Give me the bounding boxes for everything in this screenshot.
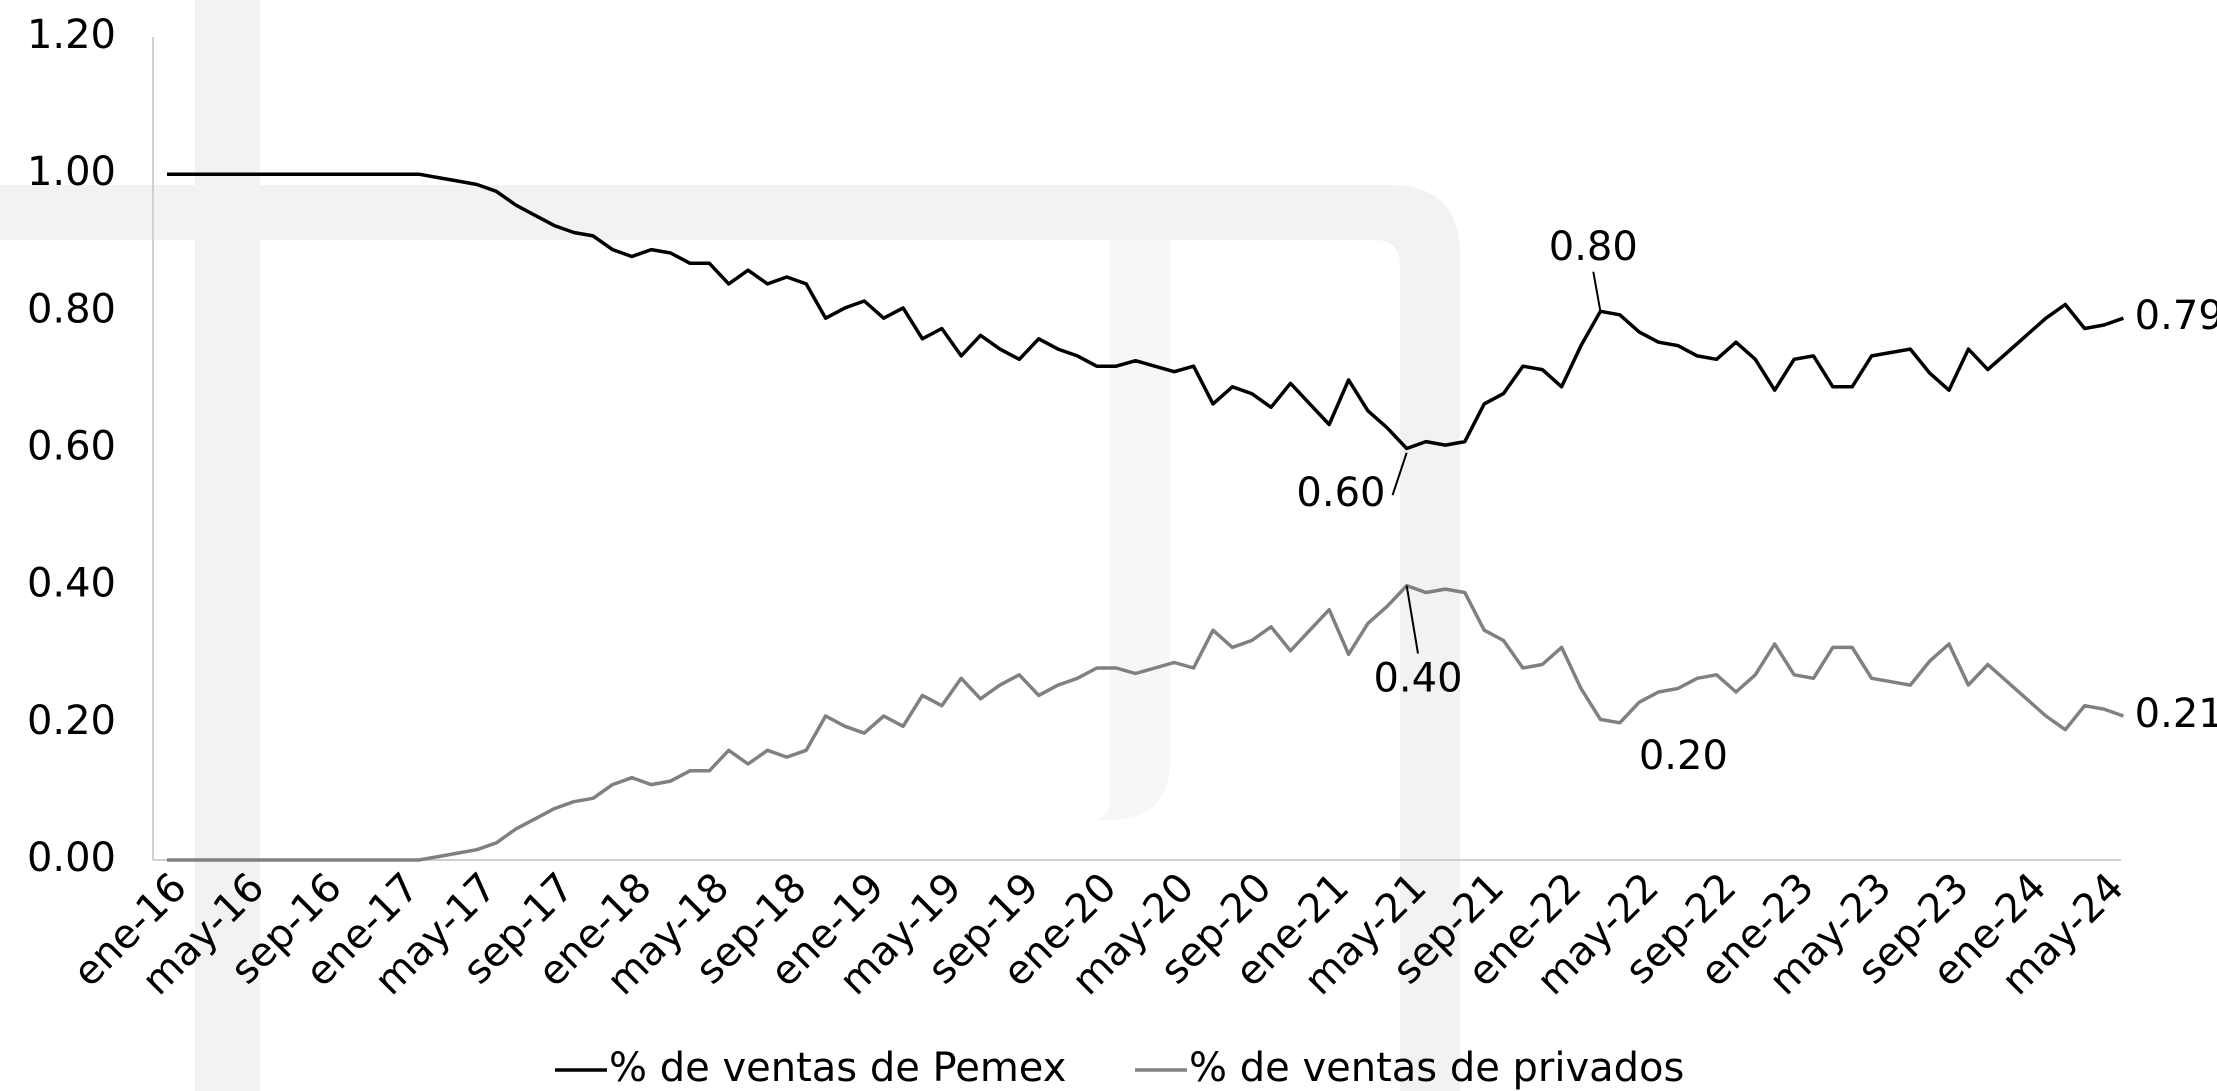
leader-line [1405,585,1419,654]
leader-line [1391,452,1408,496]
legend-label: % de ventas de Pemex [609,1045,1066,1091]
y-tick-label: 0.20 [27,698,116,744]
data-label: 0.60 [1296,470,1385,516]
y-tick-label: 0.40 [27,561,116,607]
y-tick-label: 1.00 [27,149,116,195]
data-label: 0.80 [1549,224,1638,270]
watermark [0,0,1460,1091]
y-tick-label: 0.60 [27,424,116,470]
data-label: 0.79 [2135,293,2217,339]
data-label: 0.21 [2135,691,2217,737]
series-line [167,583,2124,862]
y-tick-label: 0.80 [27,286,116,332]
leader-line [1592,271,1602,312]
series-line [167,172,2124,451]
legend-label: % de ventas de privados [1189,1045,1684,1091]
y-tick-label: 1.20 [27,12,116,58]
data-label: 0.20 [1639,733,1728,779]
y-tick-label: 0.00 [27,835,116,881]
data-label: 0.40 [1373,655,1462,701]
